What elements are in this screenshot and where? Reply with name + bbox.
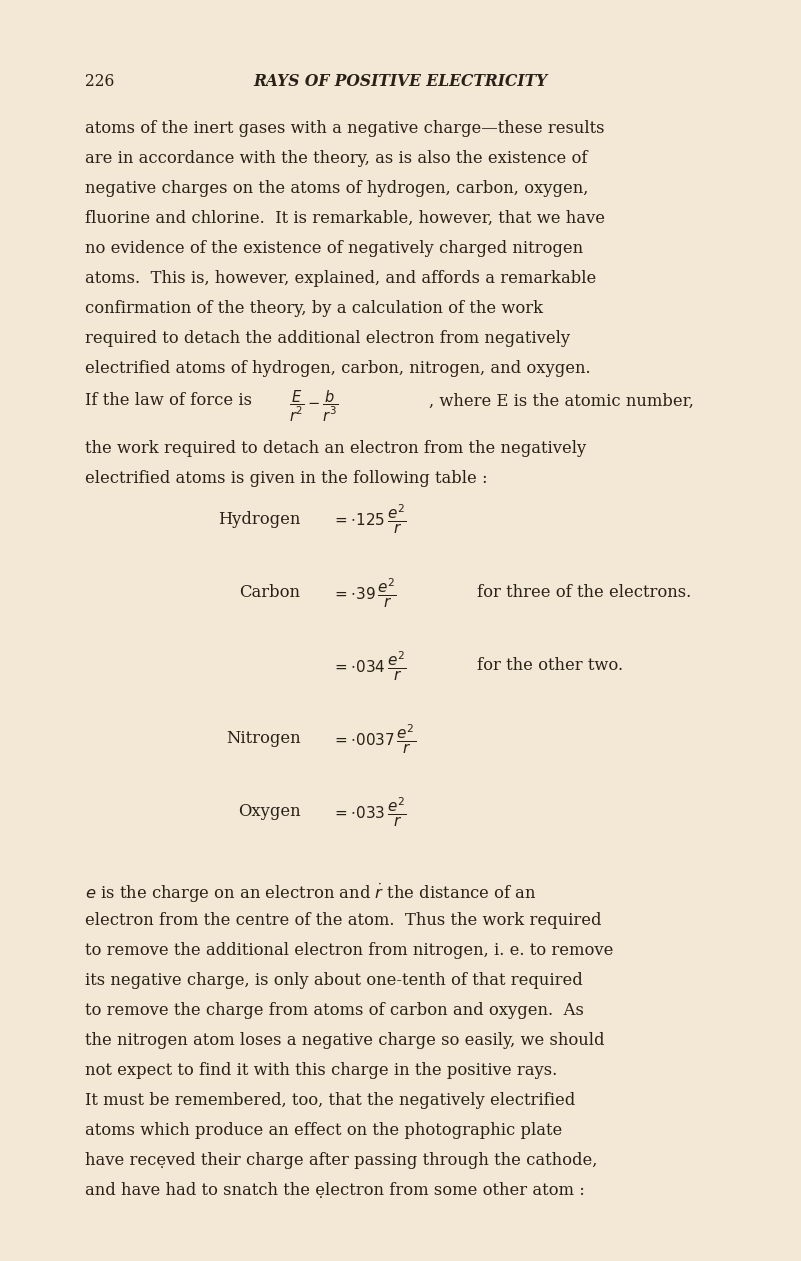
Text: , where E is the atomic number,: , where E is the atomic number,: [429, 392, 694, 410]
Text: Hydrogen: Hydrogen: [218, 511, 300, 527]
Text: electrified atoms of hydrogen, carbon, nitrogen, and oxygen.: electrified atoms of hydrogen, carbon, n…: [85, 359, 590, 377]
Text: not expect to find it with this charge in the positive rays.: not expect to find it with this charge i…: [85, 1062, 557, 1078]
Text: the nitrogen atom loses a negative charge so easily, we should: the nitrogen atom loses a negative charg…: [85, 1031, 605, 1049]
Text: $= {\cdot}125\,\dfrac{e^2}{r}$: $= {\cdot}125\,\dfrac{e^2}{r}$: [332, 503, 407, 536]
Text: $= {\cdot}033\,\dfrac{e^2}{r}$: $= {\cdot}033\,\dfrac{e^2}{r}$: [332, 796, 407, 828]
Text: are in accordance with the theory, as is also the existence of: are in accordance with the theory, as is…: [85, 150, 587, 166]
Text: $e$ is the charge on an electron and $\dot{r}$ the distance of an: $e$ is the charge on an electron and $\d…: [85, 881, 537, 904]
Text: no evidence of the existence of negatively charged nitrogen: no evidence of the existence of negative…: [85, 240, 583, 257]
Text: negative charges on the atoms of hydrogen, carbon, oxygen,: negative charges on the atoms of hydroge…: [85, 180, 588, 197]
Text: have recẹved their charge after passing through the cathode,: have recẹved their charge after passing…: [85, 1151, 598, 1169]
Text: required to detach the additional electron from negatively: required to detach the additional electr…: [85, 330, 570, 347]
Text: Nitrogen: Nitrogen: [226, 730, 300, 747]
Text: It must be remembered, too, that the negatively electrified: It must be remembered, too, that the neg…: [85, 1092, 575, 1108]
Text: for the other two.: for the other two.: [477, 657, 622, 673]
Text: electrified atoms is given in the following table :: electrified atoms is given in the follow…: [85, 470, 488, 488]
Text: electron from the centre of the atom.  Thus the work required: electron from the centre of the atom. Th…: [85, 912, 602, 928]
Text: atoms.  This is, however, explained, and affords a remarkable: atoms. This is, however, explained, and …: [85, 270, 596, 286]
Text: $= {\cdot}034\,\dfrac{e^2}{r}$: $= {\cdot}034\,\dfrac{e^2}{r}$: [332, 649, 407, 682]
Text: the work required to detach an electron from the negatively: the work required to detach an electron …: [85, 440, 586, 458]
Text: Carbon: Carbon: [239, 584, 300, 600]
Text: to remove the additional electron from nitrogen, i. e. to remove: to remove the additional electron from n…: [85, 942, 614, 958]
Text: fluorine and chlorine.  It is remarkable, however, that we have: fluorine and chlorine. It is remarkable,…: [85, 209, 605, 227]
Text: 226: 226: [85, 73, 115, 90]
Text: to remove the charge from atoms of carbon and oxygen.  As: to remove the charge from atoms of carbo…: [85, 1001, 584, 1019]
Text: $= {\cdot}0037\,\dfrac{e^2}{r}$: $= {\cdot}0037\,\dfrac{e^2}{r}$: [332, 723, 417, 755]
Text: confirmation of the theory, by a calculation of the work: confirmation of the theory, by a calcula…: [85, 300, 543, 317]
Text: $\dfrac{E}{r^2} - \dfrac{b}{r^3}$: $\dfrac{E}{r^2} - \dfrac{b}{r^3}$: [289, 388, 339, 424]
Text: If the law of force is: If the law of force is: [85, 392, 257, 410]
Text: its negative charge, is only about one-tenth of that required: its negative charge, is only about one-t…: [85, 971, 582, 989]
Text: $= {\cdot}39\,\dfrac{e^2}{r}$: $= {\cdot}39\,\dfrac{e^2}{r}$: [332, 576, 397, 609]
Text: for three of the electrons.: for three of the electrons.: [477, 584, 690, 600]
Text: and have had to snatch the ẹlectron from some other atom :: and have had to snatch the ẹlectron fro…: [85, 1182, 585, 1199]
Text: Oxygen: Oxygen: [238, 803, 300, 820]
Text: atoms which produce an effect on the photographic plate: atoms which produce an effect on the pho…: [85, 1121, 562, 1139]
Text: atoms of the inert gases with a negative charge—these results: atoms of the inert gases with a negative…: [85, 120, 605, 136]
Text: RAYS OF POSITIVE ELECTRICITY: RAYS OF POSITIVE ELECTRICITY: [253, 73, 548, 90]
